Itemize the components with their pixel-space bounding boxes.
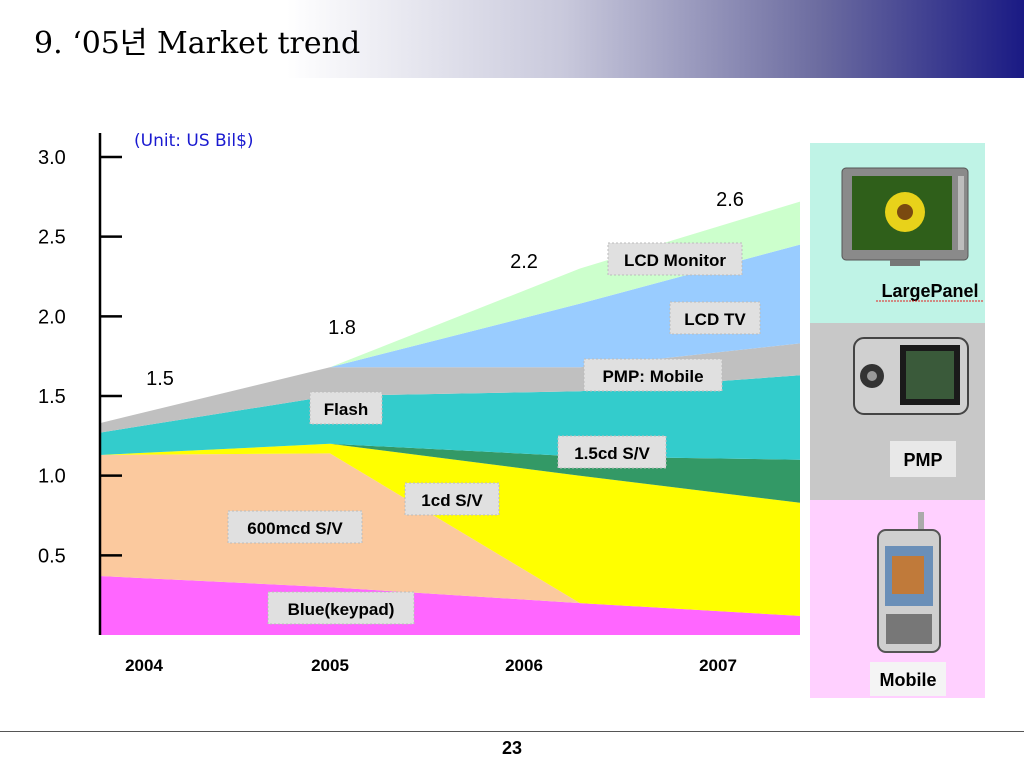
label-pmp-mobile: PMP: Mobile (602, 367, 703, 386)
y-tick-label: 2.5 (38, 227, 66, 249)
area-lcd-tv (100, 244, 800, 424)
segment-label-1-5cd-sv: 1.5cd S/V (557, 435, 667, 469)
total-labels: 1.5 1.8 2.2 2.6 (146, 189, 744, 390)
panel-label-largepanel: LargePanel (881, 281, 978, 301)
mobile-phone-icon (877, 512, 941, 653)
segment-label-600mcd-sv: 600mcd S/V (227, 510, 363, 544)
area-600mcd-s-v (100, 453, 800, 616)
panel-pmp-label-box (890, 441, 956, 477)
segment-label-lcd-tv: LCD TV (669, 301, 761, 335)
y-tick-label: 3.0 (38, 147, 66, 169)
y-tick-labels: 3.0 2.5 2.0 1.5 1.0 0.5 (38, 147, 66, 567)
lcd-tv-icon (841, 167, 969, 266)
y-tick-label: 1.5 (38, 386, 66, 408)
segment-label-1cd-sv: 1cd S/V (404, 482, 500, 516)
label-1cd-sv: 1cd S/V (421, 491, 483, 510)
total-label-2005: 1.8 (328, 317, 356, 339)
x-tick-label: 2005 (311, 656, 349, 675)
segment-label-lcd-monitor: LCD Monitor (607, 242, 743, 276)
side-panel: LargePanel PMP Mobile (810, 143, 985, 698)
area-1cd-s-v (100, 443, 800, 616)
x-tick-label: 2004 (125, 656, 163, 675)
panel-label-pmp: PMP (903, 450, 942, 470)
label-600mcd-sv: 600mcd S/V (247, 519, 343, 538)
pmp-device-icon (853, 337, 969, 415)
total-label-2004: 1.5 (146, 368, 174, 390)
y-tick-marks (100, 155, 122, 557)
total-label-2006: 2.2 (510, 251, 538, 273)
segment-label-flash: Flash (309, 391, 383, 425)
y-tick-label: 0.5 (38, 545, 66, 567)
label-1-5cd-sv: 1.5cd S/V (574, 444, 650, 463)
unit-label: (Unit: US Bil$) (134, 131, 254, 151)
page-number: 23 (501, 738, 523, 758)
panel-mobile-label-box (870, 662, 946, 696)
total-label-2007: 2.6 (716, 189, 744, 211)
label-blue-keypad: Blue(keypad) (288, 600, 395, 619)
segment-label-blue-keypad: Blue(keypad) (267, 591, 415, 625)
label-lcd-tv: LCD TV (684, 310, 746, 329)
x-tick-label: 2007 (699, 656, 737, 675)
label-lcd-monitor: LCD Monitor (624, 251, 726, 270)
x-tick-label: 2006 (505, 656, 543, 675)
y-tick-label: 2.0 (38, 306, 66, 328)
segment-label-pmp-mobile: PMP: Mobile (583, 358, 723, 392)
title-bar (0, 0, 1024, 78)
slide-title: 9. ‘05년 Market trend (34, 26, 361, 61)
y-tick-label: 1.0 (38, 466, 66, 488)
label-flash: Flash (324, 400, 368, 419)
footer-divider (0, 731, 1024, 732)
panel-label-mobile: Mobile (880, 670, 937, 690)
x-tick-labels: 2004 2005 2006 2007 (125, 656, 737, 675)
